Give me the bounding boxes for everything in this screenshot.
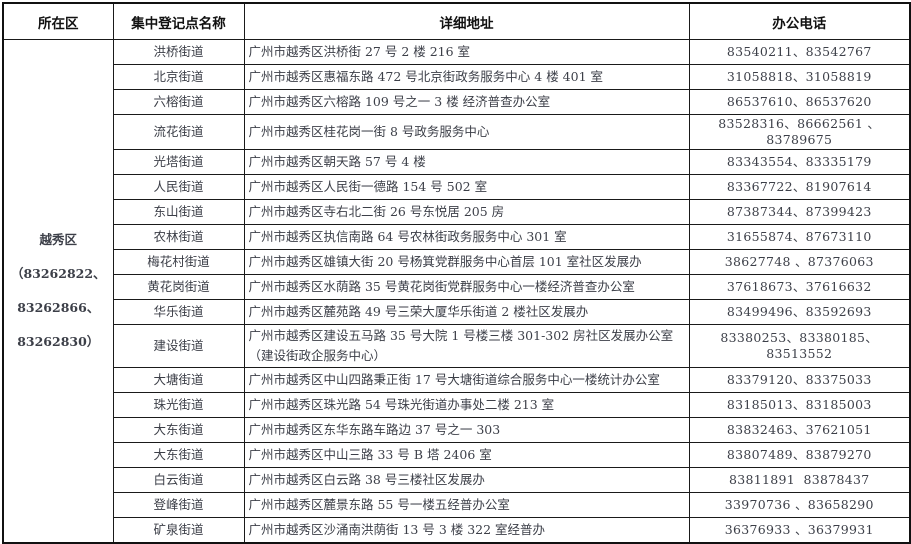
phone-cell: 36376933 、36379931	[688, 517, 911, 544]
table-row: 华乐街道 广州市越秀区麓苑路 49 号三荣大厦华乐街道 2 楼社区发展办 83499…	[3, 299, 911, 325]
district-line: （83262822、	[10, 266, 106, 281]
table-row: 流花街道 广州市越秀区桂花岗一街 8 号政务服务中心 83528316、866625…	[3, 114, 911, 150]
street-name-cell: 黄花岗街道	[112, 274, 245, 300]
phone-cell: 83379120、83375033	[688, 367, 911, 393]
address-cell: 广州市越秀区洪桥街 27 号 2 楼 216 室	[243, 39, 690, 65]
street-name-cell: 登峰街道	[112, 492, 245, 518]
phone-cell: 87387344、87399423	[688, 199, 911, 225]
street-name-cell: 洪桥街道	[112, 39, 245, 65]
table-row: 大东街道 广州市越秀区中山三路 33 号 B 塔 2406 室 83807489、8…	[3, 442, 911, 468]
phone-cell: 33970736 、83658290	[688, 492, 911, 518]
phone-cell: 83811891 83878437	[688, 467, 911, 493]
table-row: 大东街道 广州市越秀区东华东路车路边 37 号之一 303 83832463、376…	[3, 417, 911, 443]
street-name-cell: 建设街道	[112, 324, 245, 368]
table-row: 光塔街道 广州市越秀区朝天路 57 号 4 楼 83343554、83335179	[3, 149, 911, 175]
phone-cell: 83367722、81907614	[688, 174, 911, 200]
phone-cell: 86537610、86537620	[688, 89, 911, 115]
header-phone: 办公电话	[688, 2, 911, 40]
address-cell: 广州市越秀区桂花岗一街 8 号政务服务中心	[243, 114, 690, 150]
street-name-cell: 珠光街道	[112, 392, 245, 418]
district-line: 越秀区	[39, 232, 77, 247]
phone-cell: 31655874、87673110	[688, 224, 911, 250]
header-district: 所在区	[2, 2, 114, 40]
address-cell: 广州市越秀区白云路 38 号三楼社区发展办	[243, 467, 690, 493]
phone-cell: 83380253、83380185、83513552	[688, 324, 911, 368]
street-name-cell: 流花街道	[112, 114, 245, 150]
street-name-cell: 白云街道	[112, 467, 245, 493]
address-cell: 广州市越秀区惠福东路 472 号北京街政务服务中心 4 楼 401 室	[243, 64, 690, 90]
phone-cell: 31058818、31058819	[688, 64, 911, 90]
table-row: 黄花岗街道 广州市越秀区水荫路 35 号黄花岗街党群服务中心一楼经济普查办公室 37…	[3, 274, 911, 300]
phone-cell: 83807489、83879270	[688, 442, 911, 468]
address-cell: 广州市越秀区麓苑路 49 号三荣大厦华乐街道 2 楼社区发展办	[243, 299, 690, 325]
phone-cell: 83185013、83185003	[688, 392, 911, 418]
district-line: 83262830）	[17, 334, 100, 349]
phone-cell: 38627748 、87376063	[688, 249, 911, 275]
table-row: 农林街道 广州市越秀区执信南路 64 号农林街政务服务中心 301 室 316558…	[3, 224, 911, 250]
street-name-cell: 东山街道	[112, 199, 245, 225]
table-row: 白云街道 广州市越秀区白云路 38 号三楼社区发展办 83811891 838784…	[3, 467, 911, 493]
address-cell: 广州市越秀区沙涌南洪荫街 13 号 3 楼 322 室经普办	[243, 517, 690, 544]
street-name-cell: 光塔街道	[112, 149, 245, 175]
address-cell: 广州市越秀区建设五马路 35 号大院 1 号楼三楼 301-302 房社区发展办…	[243, 324, 690, 368]
street-name-cell: 六榕街道	[112, 89, 245, 115]
table-header: 所在区 集中登记点名称 详细地址 办公电话	[2, 2, 911, 40]
street-name-cell: 梅花村街道	[112, 249, 245, 275]
street-name-cell: 北京街道	[112, 64, 245, 90]
street-name-cell: 人民街道	[112, 174, 245, 200]
address-cell: 广州市越秀区雄镇大街 20 号杨箕党群服务中心首层 101 室社区发展办	[243, 249, 690, 275]
street-name-cell: 农林街道	[112, 224, 245, 250]
table-row: 大塘街道 广州市越秀区中山四路秉正街 17 号大塘街道综合服务中心一楼统计办公室 8…	[3, 367, 911, 393]
street-name-cell: 大塘街道	[112, 367, 245, 393]
table-row: 珠光街道 广州市越秀区珠光路 54 号珠光街道办事处二楼 213 室 8318501…	[3, 392, 911, 418]
district-line: 83262866、	[17, 300, 100, 315]
address-cell: 广州市越秀区人民街一德路 154 号 502 室	[243, 174, 690, 200]
phone-cell: 83499496、83592693	[688, 299, 911, 325]
table-row: 人民街道 广州市越秀区人民街一德路 154 号 502 室 83367722、819…	[3, 174, 911, 200]
address-cell: 广州市越秀区东华东路车路边 37 号之一 303	[243, 417, 690, 443]
phone-cell: 83343554、83335179	[688, 149, 911, 175]
header-row: 所在区 集中登记点名称 详细地址 办公电话	[2, 2, 911, 40]
address-cell: 广州市越秀区六榕路 109 号之一 3 楼 经济普查办公室	[243, 89, 690, 115]
table-row: 梅花村街道 广州市越秀区雄镇大街 20 号杨箕党群服务中心首层 101 室社区发展…	[3, 249, 911, 275]
address-cell: 广州市越秀区中山四路秉正街 17 号大塘街道综合服务中心一楼统计办公室	[243, 367, 690, 393]
street-name-cell: 华乐街道	[112, 299, 245, 325]
phone-cell: 83540211、83542767	[688, 39, 911, 65]
table-row: 矿泉街道 广州市越秀区沙涌南洪荫街 13 号 3 楼 322 室经普办 363769…	[3, 517, 911, 544]
header-address: 详细地址	[243, 2, 690, 40]
table-body: 越秀区 （83262822、 83262866、 83262830） 洪桥街道 广州市越秀…	[2, 39, 911, 544]
phone-cell: 83832463、37621051	[688, 417, 911, 443]
address-cell: 广州市越秀区寺右北二街 26 号东悦居 205 房	[243, 199, 690, 225]
address-cell: 广州市越秀区中山三路 33 号 B 塔 2406 室	[243, 442, 690, 468]
table-row: 建设街道 广州市越秀区建设五马路 35 号大院 1 号楼三楼 301-302 房社…	[3, 324, 911, 368]
street-name-cell: 矿泉街道	[112, 517, 245, 544]
table-row: 六榕街道 广州市越秀区六榕路 109 号之一 3 楼 经济普查办公室 8653761…	[3, 89, 911, 115]
table-row: 东山街道 广州市越秀区寺右北二街 26 号东悦居 205 房 87387344、87…	[3, 199, 911, 225]
address-cell: 广州市越秀区水荫路 35 号黄花岗街党群服务中心一楼经济普查办公室	[243, 274, 690, 300]
header-point-name: 集中登记点名称	[112, 2, 245, 40]
street-name-cell: 大东街道	[112, 417, 245, 443]
address-cell: 广州市越秀区朝天路 57 号 4 楼	[243, 149, 690, 175]
phone-cell: 83528316、86662561 、83789675	[688, 114, 911, 150]
table-row: 登峰街道 广州市越秀区麓景东路 55 号一楼五经普办公室 33970736 、836…	[3, 492, 911, 518]
street-name-cell: 大东街道	[112, 442, 245, 468]
table-row: 越秀区 （83262822、 83262866、 83262830） 洪桥街道 广州市越秀…	[2, 39, 911, 544]
address-cell: 广州市越秀区珠光路 54 号珠光街道办事处二楼 213 室	[243, 392, 690, 418]
district-cell: 越秀区 （83262822、 83262866、 83262830）	[2, 39, 114, 544]
phone-cell: 37618673、37616632	[688, 274, 911, 300]
address-cell: 广州市越秀区麓景东路 55 号一楼五经普办公室	[243, 492, 690, 518]
address-cell: 广州市越秀区执信南路 64 号农林街政务服务中心 301 室	[243, 224, 690, 250]
